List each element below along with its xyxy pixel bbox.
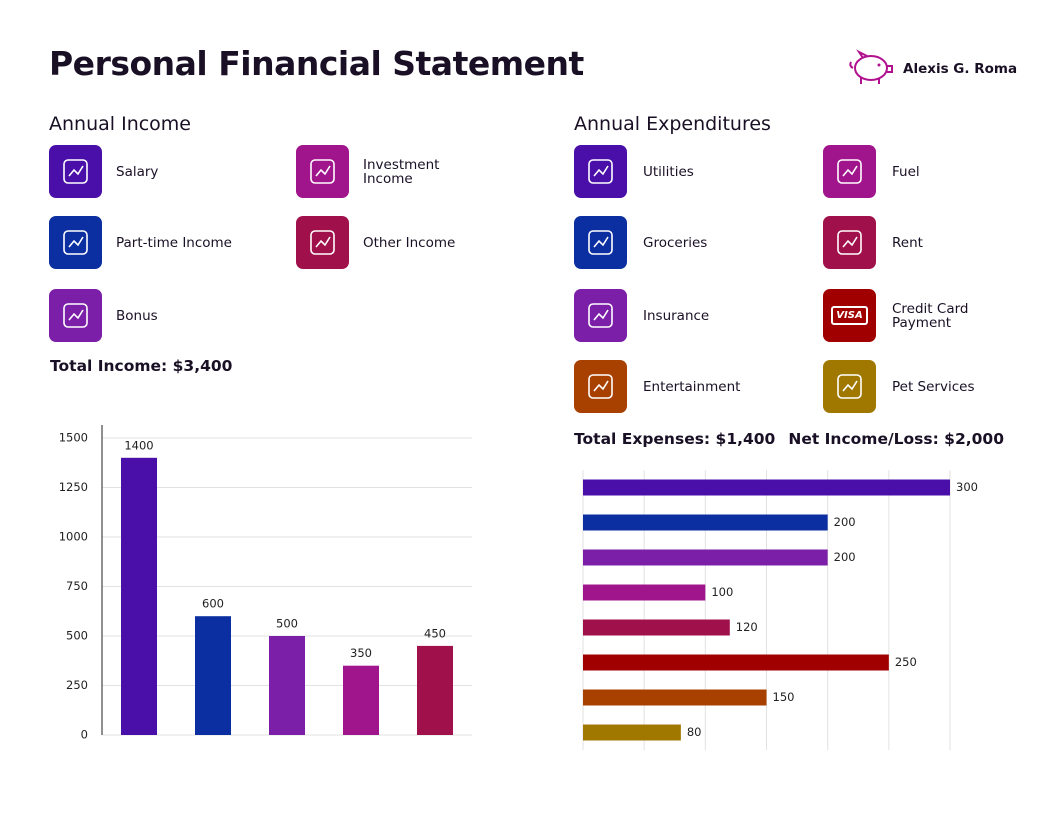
bar	[583, 654, 889, 671]
bar	[269, 636, 305, 735]
y-tick-label: 250	[66, 678, 88, 692]
item-icon	[574, 360, 627, 413]
item-label: Bonus	[116, 307, 158, 324]
value-label: 150	[773, 690, 795, 704]
item-icon	[49, 145, 102, 198]
item-label: Utilities	[643, 163, 694, 180]
bar	[121, 457, 157, 735]
item-icon	[49, 216, 102, 269]
bar	[417, 645, 453, 735]
icon-glyph	[588, 303, 613, 328]
item-label: Other Income	[363, 234, 456, 251]
y-tick-label: 1250	[59, 480, 88, 494]
item-icon	[574, 216, 627, 269]
icon-glyph	[588, 374, 613, 399]
value-label: 500	[276, 617, 298, 631]
value-label: 300	[956, 480, 978, 494]
value-label: 1400	[124, 438, 153, 452]
icon-glyph	[63, 303, 88, 328]
icon-glyph	[588, 159, 613, 184]
value-label: 200	[834, 550, 856, 564]
item-icon	[574, 289, 627, 342]
item-label: Rent	[892, 234, 923, 251]
bar	[583, 479, 950, 496]
item-label: Insurance	[643, 307, 710, 324]
bar	[583, 689, 767, 706]
item-icon	[296, 216, 349, 269]
icon-glyph	[310, 159, 335, 184]
item-icon	[296, 145, 349, 198]
item-label: Entertainment	[643, 378, 741, 395]
icon-glyph	[837, 374, 862, 399]
bar	[583, 514, 828, 531]
value-label: 200	[834, 515, 856, 529]
value-label: 250	[895, 655, 917, 669]
item-label: Groceries	[643, 234, 708, 251]
item-icon: VISA	[823, 289, 876, 342]
item-icon	[574, 145, 627, 198]
icon-glyph	[837, 159, 862, 184]
item-label: Salary	[116, 163, 159, 180]
item-label: Investment Income	[363, 156, 440, 187]
section-title: Annual Expenditures	[574, 113, 771, 135]
icon-glyph	[63, 230, 88, 255]
piggy-icon	[849, 49, 893, 84]
value-label: 80	[687, 725, 702, 739]
item-icon	[823, 145, 876, 198]
page-title: Personal Financial Statement	[49, 44, 584, 83]
author-name: Alexis G. Roma	[903, 61, 1018, 77]
bar	[583, 584, 706, 601]
net-income: Net Income/Loss: $2,000	[788, 430, 1004, 448]
bar	[583, 619, 730, 636]
icon-glyph	[837, 230, 862, 255]
item-label: Fuel	[892, 163, 920, 180]
bar	[583, 724, 681, 741]
bar	[583, 549, 828, 566]
visa-text: VISA	[831, 306, 868, 325]
section-title: Annual Income	[49, 113, 191, 135]
bar	[195, 616, 231, 735]
item-label: Part-time Income	[116, 234, 232, 251]
item-icon	[823, 360, 876, 413]
y-tick-label: 0	[81, 728, 88, 742]
y-tick-label: 500	[66, 629, 88, 643]
icon-glyph	[310, 230, 335, 255]
y-tick-label: 1500	[59, 431, 88, 445]
icon-glyph	[588, 230, 613, 255]
total-expenses: Total Expenses: $1,400	[574, 430, 776, 448]
item-icon	[823, 216, 876, 269]
value-label: 350	[350, 646, 372, 660]
item-icon	[49, 289, 102, 342]
item-label: Credit Card Payment	[892, 300, 969, 331]
total-income: Total Income: $3,400	[50, 357, 233, 375]
value-label: 450	[424, 626, 446, 640]
value-label: 600	[202, 597, 224, 611]
bar	[343, 665, 379, 735]
y-tick-label: 750	[66, 579, 88, 593]
icon-glyph	[63, 159, 88, 184]
item-label: Pet Services	[892, 378, 975, 395]
value-label: 100	[711, 585, 733, 599]
y-tick-label: 1000	[59, 530, 88, 544]
value-label: 120	[736, 620, 758, 634]
